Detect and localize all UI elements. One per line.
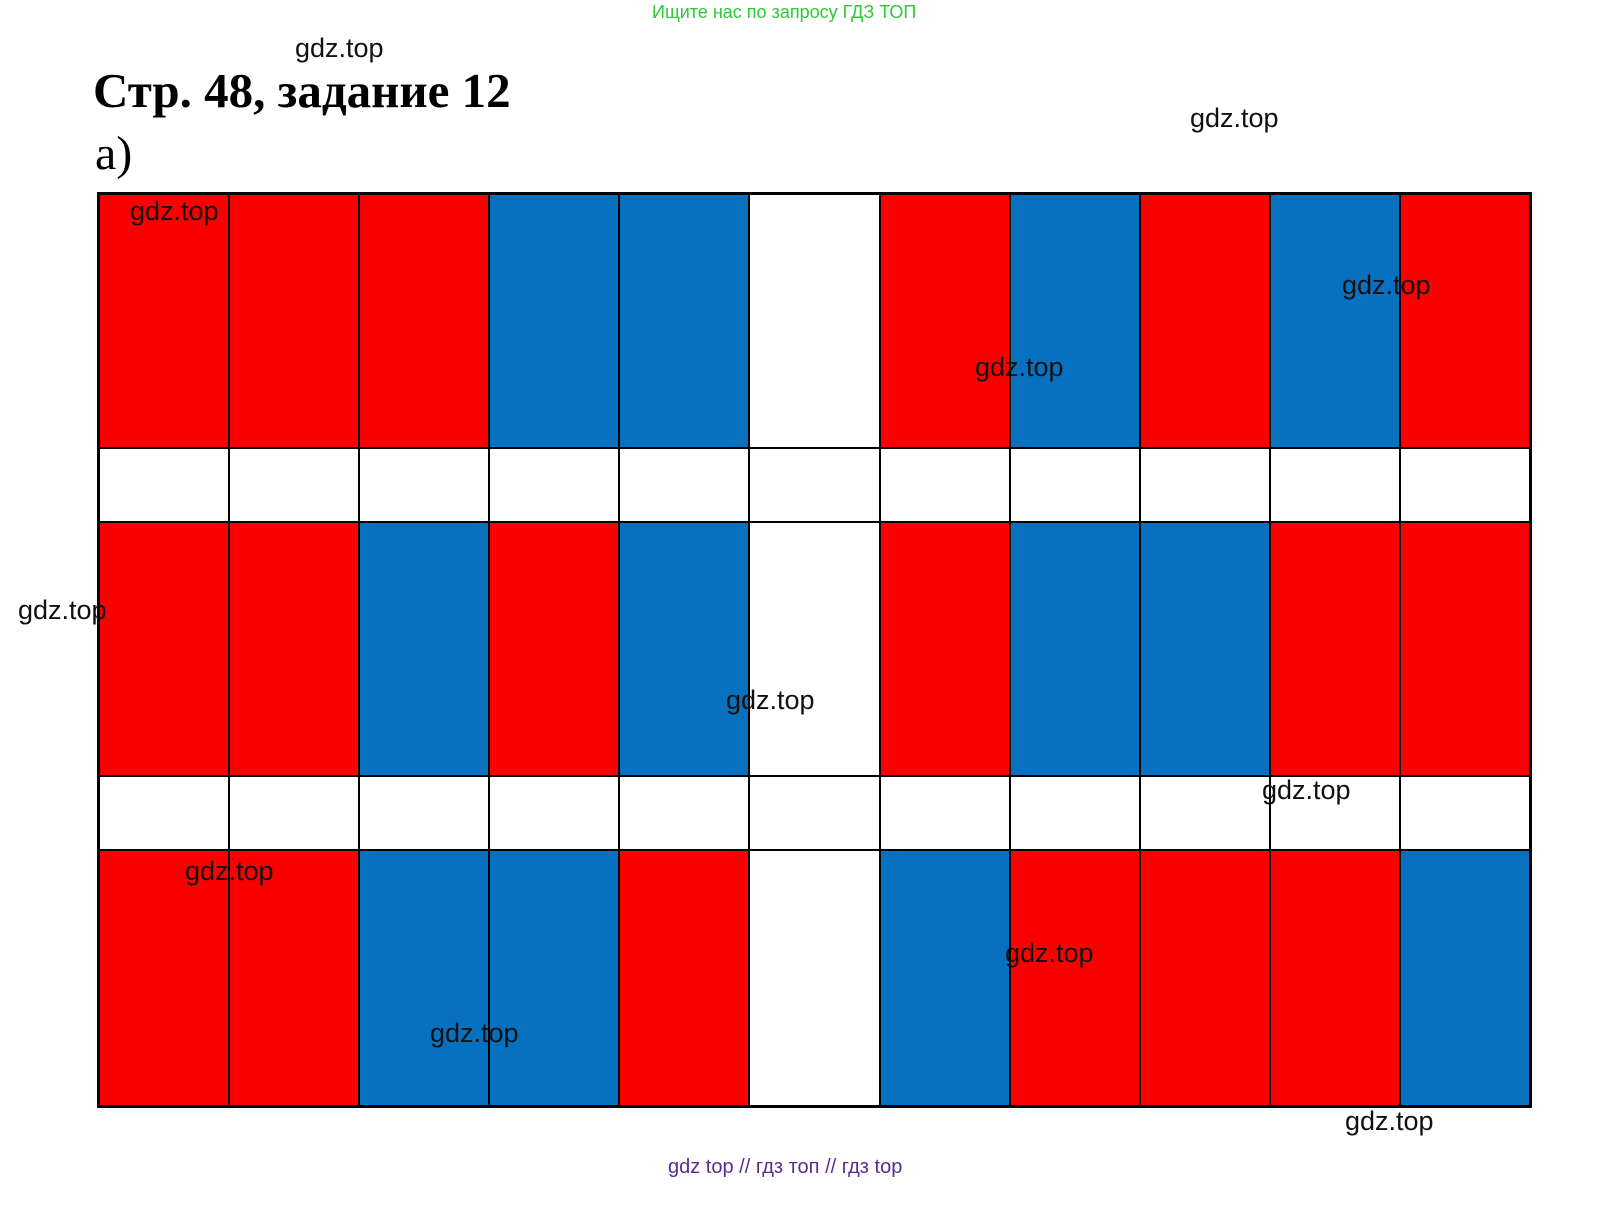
- grid-cell-r3c9: [1140, 523, 1269, 775]
- grid-cell-r1c6: [750, 195, 879, 447]
- grid-cell-r5c5: [620, 851, 749, 1105]
- grid-cell-r2c2: [230, 449, 359, 521]
- grid-cell-r3c2: [230, 523, 359, 775]
- watermark-11: gdz.top: [430, 1018, 519, 1048]
- grid-cell-r1c9: [1140, 195, 1269, 447]
- footer-text: gdz top // гдз топ // гдз top: [668, 1156, 903, 1178]
- grid-cell-r1c7: [880, 195, 1009, 447]
- page-title: Стр. 48, задание 12: [93, 63, 511, 118]
- grid-cell-r2c7: [880, 449, 1009, 521]
- grid-cell-r2c6: [750, 449, 879, 521]
- grid-cell-r4c1: [100, 777, 229, 849]
- grid-cell-r4c3: [360, 777, 489, 849]
- grid-cell-r3c3: [360, 523, 489, 775]
- grid-cell-r5c6: [750, 851, 879, 1105]
- grid-cell-r1c2: [230, 195, 359, 447]
- grid-cell-r3c4: [490, 523, 619, 775]
- grid-cell-r4c9: [1140, 777, 1269, 849]
- watermark-1: gdz.top: [295, 33, 384, 63]
- grid-cell-r4c7: [880, 777, 1009, 849]
- grid-cell-r2c11: [1400, 449, 1529, 521]
- watermark-4: gdz.top: [1342, 270, 1431, 300]
- grid-cell-r5c8: [1010, 851, 1139, 1105]
- grid-cell-r2c4: [490, 449, 619, 521]
- grid-cell-r3c11: [1400, 523, 1529, 775]
- grid-cell-r1c5: [620, 195, 749, 447]
- grid-cell-r5c11: [1400, 851, 1529, 1105]
- grid-cell-r5c2: [230, 851, 359, 1105]
- grid-cell-r3c8: [1010, 523, 1139, 775]
- grid-cell-r1c10: [1270, 195, 1399, 447]
- watermark-9: gdz.top: [185, 856, 274, 886]
- grid-cell-r5c3: [360, 851, 489, 1105]
- grid-cell-r3c1: [100, 523, 229, 775]
- grid-cell-r3c10: [1270, 523, 1399, 775]
- grid-cell-r1c1: [100, 195, 229, 447]
- grid-cell-r2c5: [620, 449, 749, 521]
- grid-cell-r3c7: [880, 523, 1009, 775]
- grid-cell-r5c1: [100, 851, 229, 1105]
- promo-banner-text: Ищите нас по запросу ГДЗ ТОП: [652, 2, 917, 22]
- grid-cell-r4c11: [1400, 777, 1529, 849]
- part-label: а): [95, 127, 133, 180]
- grid-cell-r5c4: [490, 851, 619, 1105]
- grid-cell-r1c8: [1010, 195, 1139, 447]
- watermark-5: gdz.top: [975, 352, 1064, 382]
- grid-cell-r4c10: [1270, 777, 1399, 849]
- grid-cell-r1c11: [1400, 195, 1529, 447]
- grid-cell-r1c3: [360, 195, 489, 447]
- watermark-6: gdz.top: [18, 595, 107, 625]
- grid-cell-r4c6: [750, 777, 879, 849]
- grid-cell-r4c2: [230, 777, 359, 849]
- watermark-12: gdz.top: [1345, 1106, 1434, 1136]
- watermark-3: gdz.top: [130, 196, 219, 226]
- grid-cell-r4c8: [1010, 777, 1139, 849]
- grid-cell-r5c10: [1270, 851, 1399, 1105]
- grid-cell-r2c3: [360, 449, 489, 521]
- grid-cell-r3c5: [620, 523, 749, 775]
- watermark-8: gdz.top: [1262, 775, 1351, 805]
- watermark-2: gdz.top: [1190, 103, 1279, 133]
- grid-cell-r3c6: [750, 523, 879, 775]
- pattern-grid: [97, 192, 1532, 1108]
- watermark-10: gdz.top: [1005, 938, 1094, 968]
- grid-cell-r5c7: [880, 851, 1009, 1105]
- grid-cell-r5c9: [1140, 851, 1269, 1105]
- grid-cell-r4c4: [490, 777, 619, 849]
- watermark-7: gdz.top: [726, 685, 815, 715]
- grid-cell-r2c1: [100, 449, 229, 521]
- grid-cell-r1c4: [490, 195, 619, 447]
- grid-cell-r2c8: [1010, 449, 1139, 521]
- grid-cell-r2c9: [1140, 449, 1269, 521]
- grid-cell-r2c10: [1270, 449, 1399, 521]
- grid-cell-r4c5: [620, 777, 749, 849]
